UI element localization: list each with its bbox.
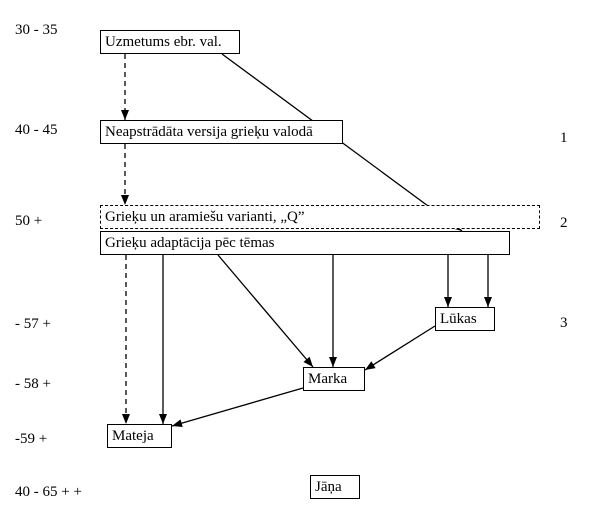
edge-7 xyxy=(444,255,452,307)
right-label-1: 2 xyxy=(560,215,568,232)
year-label-2: 50 + xyxy=(15,213,42,230)
node-uzmetums: Uzmetums ebr. val. xyxy=(100,30,240,54)
node-marka: Marka xyxy=(303,367,365,391)
year-label-5: -59 + xyxy=(15,431,47,448)
edge-2 xyxy=(121,144,129,205)
right-label-0: 1 xyxy=(560,130,568,147)
edge-0 xyxy=(121,54,129,120)
edge-10 xyxy=(172,388,303,427)
edge-5 xyxy=(218,255,313,367)
node-lukas: Lūkas xyxy=(435,307,495,331)
edge-6 xyxy=(329,255,337,367)
year-label-0: 30 - 35 xyxy=(15,22,58,39)
diagram-stage: 30 - 35 40 - 45 50 + - 57 + - 58 + -59 + 40 - … xyxy=(0,0,600,517)
edge-8 xyxy=(484,255,492,307)
node-adapt: Grieķu adaptācija pēc tēmas xyxy=(100,231,510,255)
node-mateja: Mateja xyxy=(107,424,172,448)
node-jana: Jāņa xyxy=(310,475,360,499)
edge-9 xyxy=(365,326,435,370)
year-label-4: - 58 + xyxy=(15,376,51,393)
year-label-1: 40 - 45 xyxy=(15,122,58,139)
right-label-2: 3 xyxy=(560,315,568,332)
edge-4 xyxy=(159,255,167,424)
year-label-3: - 57 + xyxy=(15,316,51,333)
edge-3 xyxy=(122,255,130,424)
edges-layer xyxy=(0,0,600,517)
node-neapstr: Neapstrādāta versija grieķu valodā xyxy=(100,120,343,144)
year-label-6: 40 - 65 + + xyxy=(15,484,82,501)
node-q_row: Grieķu un aramiešu varianti, „Q” xyxy=(100,205,540,229)
